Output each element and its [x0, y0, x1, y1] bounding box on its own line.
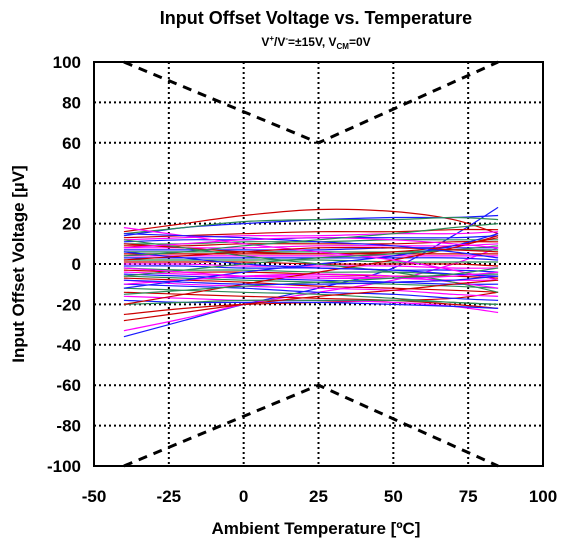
sample-curve	[123, 267, 499, 279]
sample-curve	[123, 275, 499, 286]
sample-curve	[123, 233, 499, 259]
subtitle-rest1: =±15V, V	[288, 35, 337, 49]
subtitle-plus: +	[269, 34, 274, 43]
sample-curve	[123, 279, 499, 322]
limit-line	[123, 60, 499, 145]
y-tick-label: 100	[53, 53, 81, 72]
limit-lines	[123, 60, 499, 468]
x-tick-label: 50	[384, 487, 403, 506]
y-tick-label: 0	[72, 255, 81, 274]
x-tick-label: 0	[239, 487, 248, 506]
subtitle-v: V	[261, 35, 269, 49]
x-tick-label: -50	[82, 487, 107, 506]
y-tick-label: 80	[62, 93, 81, 112]
y-tick-label: 60	[62, 134, 81, 153]
sample-curve	[123, 223, 499, 257]
sample-curve	[123, 237, 499, 249]
y-tick-label: -40	[56, 336, 81, 355]
sample-curve	[123, 239, 499, 293]
sample-curve	[123, 299, 499, 305]
y-tick-label: -100	[47, 457, 81, 476]
sample-curve	[123, 235, 499, 305]
y-tick-label: -20	[56, 295, 81, 314]
x-tick-label: 100	[529, 487, 557, 506]
subtitle-rest2: =0V	[349, 35, 371, 49]
y-tick-label: 20	[62, 215, 81, 234]
x-tick-label: 25	[309, 487, 328, 506]
chart-subtitle: V+/V-=±15V, VCM=0V	[261, 34, 370, 51]
subtitle-minus: -	[285, 34, 288, 43]
x-tick-label: -25	[157, 487, 182, 506]
sample-curve	[123, 231, 499, 241]
plot-frame	[93, 61, 544, 467]
y-tick-label: 40	[62, 174, 81, 193]
sample-curve	[123, 283, 499, 301]
y-tick-label: -80	[56, 417, 81, 436]
y-axis-label: Input Offset Voltage [µV]	[9, 165, 28, 362]
y-tick-labels: -100 -80 -60 -40 -20 0 20 40 60 80 100	[47, 53, 81, 476]
sample-curve	[123, 259, 499, 263]
sample-curve	[123, 208, 499, 235]
sample-curve	[123, 241, 499, 247]
sample-curve	[123, 279, 499, 297]
sample-curve	[123, 246, 499, 261]
sample-curve	[123, 216, 499, 235]
x-axis-label: Ambient Temperature [ºC]	[212, 519, 421, 538]
sample-curve	[123, 267, 499, 295]
x-tick-label: 75	[459, 487, 478, 506]
subtitle-slash: /V	[274, 35, 285, 49]
sample-curve	[123, 263, 499, 269]
chart-title: Input Offset Voltage vs. Temperature	[160, 8, 472, 28]
sample-curves	[123, 206, 499, 338]
x-tick-labels: -50 -25 0 25 50 75 100	[82, 487, 557, 506]
sample-curve	[123, 214, 499, 237]
limit-line	[123, 383, 499, 468]
y-tick-label: -60	[56, 376, 81, 395]
subtitle-cm: CM	[337, 42, 350, 51]
